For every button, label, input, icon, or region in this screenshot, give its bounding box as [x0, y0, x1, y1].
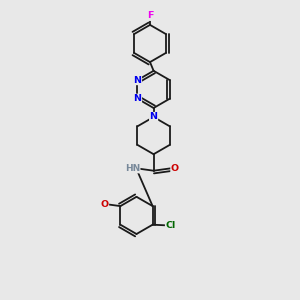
Text: F: F — [147, 11, 153, 20]
Text: N: N — [150, 112, 158, 122]
Text: O: O — [171, 164, 179, 173]
Text: N: N — [134, 94, 142, 103]
Text: O: O — [100, 200, 109, 209]
Text: HN: HN — [125, 164, 140, 173]
Text: Cl: Cl — [166, 221, 176, 230]
Text: N: N — [134, 76, 142, 85]
